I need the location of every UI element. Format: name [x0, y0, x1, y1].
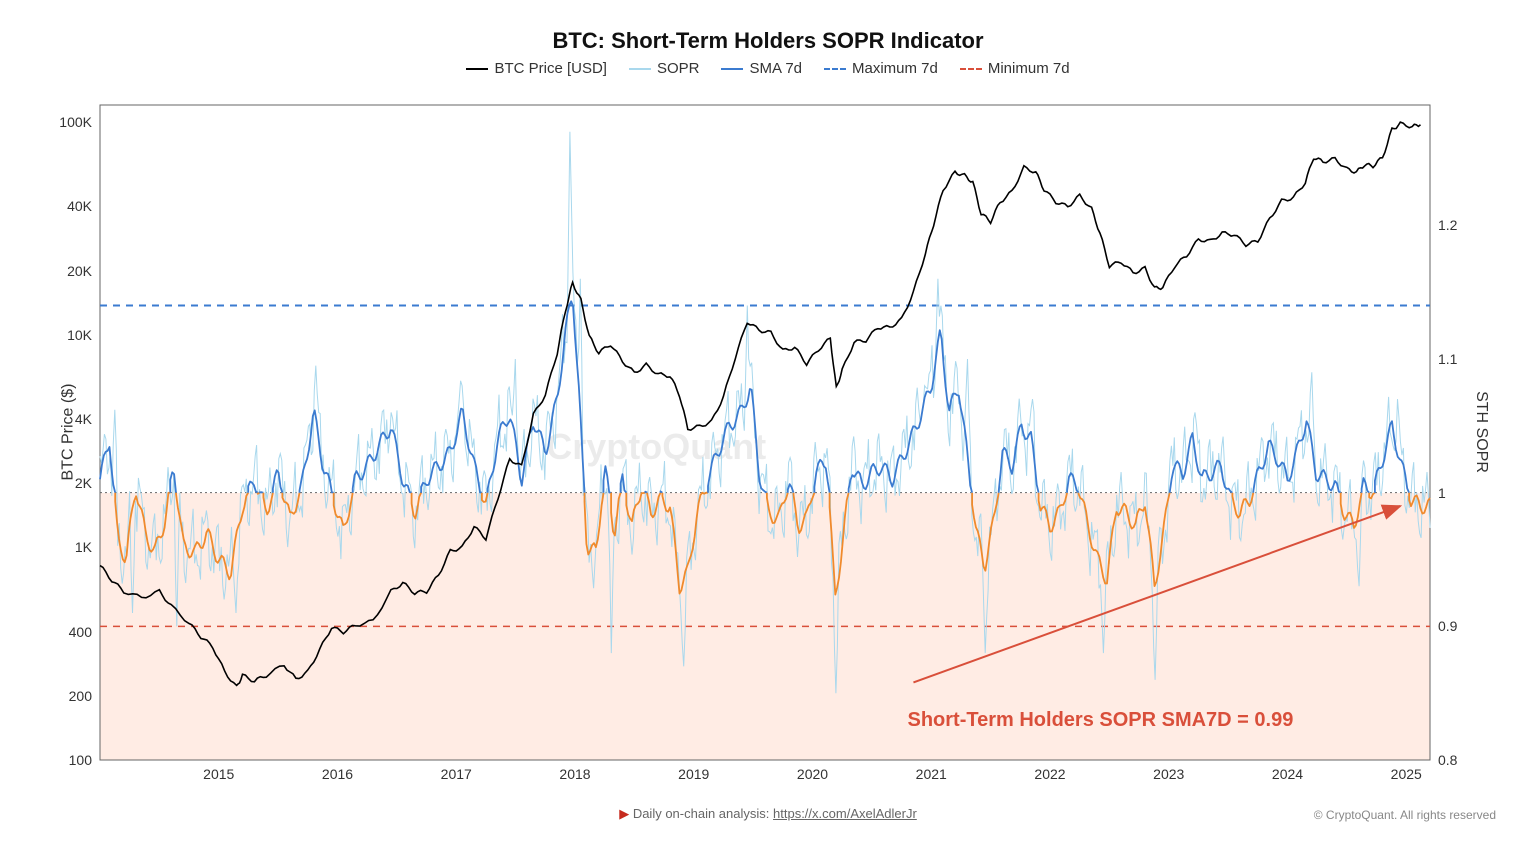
ytick-right: 0.9: [1438, 618, 1478, 634]
xtick: 2018: [559, 766, 590, 782]
ytick-right: 1: [1438, 485, 1478, 501]
ytick-right: 1.1: [1438, 351, 1478, 367]
xtick: 2019: [678, 766, 709, 782]
xtick: 2015: [203, 766, 234, 782]
chart-container: BTC: Short-Term Holders SOPR Indicator B…: [0, 0, 1536, 864]
legend: BTC Price [USD] SOPR SMA 7d Maximum 7d M…: [0, 60, 1536, 77]
legend-item-price: BTC Price [USD]: [466, 60, 607, 77]
ytick-left: 20K: [42, 263, 92, 279]
legend-swatch: [824, 68, 846, 70]
ytick-left: 100K: [42, 114, 92, 130]
ytick-left: 100: [42, 752, 92, 768]
ytick-left: 1K: [42, 539, 92, 555]
xtick: 2024: [1272, 766, 1303, 782]
xtick: 2021: [916, 766, 947, 782]
footer-text: Daily on-chain analysis:: [633, 806, 770, 821]
xtick: 2020: [797, 766, 828, 782]
legend-item-sma: SMA 7d: [721, 60, 802, 77]
footer-attribution: ▶ Daily on-chain analysis: https://x.com…: [0, 806, 1536, 822]
ytick-left: 2K: [42, 475, 92, 491]
xtick: 2025: [1391, 766, 1422, 782]
legend-label: SOPR: [657, 60, 700, 77]
xtick: 2022: [1034, 766, 1065, 782]
legend-item-sopr: SOPR: [629, 60, 700, 77]
ytick-left: 4K: [42, 411, 92, 427]
xtick: 2017: [441, 766, 472, 782]
y-axis-right-label: STH SOPR: [1472, 391, 1490, 473]
legend-label: BTC Price [USD]: [494, 60, 607, 77]
annotation-text: Short-Term Holders SOPR SMA7D = 0.99: [908, 709, 1294, 732]
legend-item-min: Minimum 7d: [960, 60, 1070, 77]
copyright-text: © CryptoQuant. All rights reserved: [1314, 808, 1496, 822]
ytick-left: 400: [42, 624, 92, 640]
ytick-right: 1.2: [1438, 217, 1478, 233]
ytick-right: 0.8: [1438, 752, 1478, 768]
legend-swatch: [629, 68, 651, 70]
legend-swatch: [466, 68, 488, 70]
flag-icon: ▶: [619, 806, 629, 821]
y-axis-left-label: BTC Price ($): [59, 384, 77, 481]
xtick: 2023: [1153, 766, 1184, 782]
footer-link[interactable]: https://x.com/AxelAdlerJr: [773, 806, 917, 821]
ytick-left: 200: [42, 688, 92, 704]
ytick-left: 40K: [42, 198, 92, 214]
chart-svg: [100, 105, 1430, 760]
legend-label: Maximum 7d: [852, 60, 938, 77]
plot-area: CryptoQuant Short-Term Holders SOPR SMA7…: [100, 105, 1430, 760]
legend-swatch: [721, 68, 743, 70]
legend-swatch: [960, 68, 982, 70]
ytick-left: 10K: [42, 327, 92, 343]
xtick: 2016: [322, 766, 353, 782]
chart-title: BTC: Short-Term Holders SOPR Indicator: [0, 28, 1536, 54]
legend-label: Minimum 7d: [988, 60, 1070, 77]
legend-item-max: Maximum 7d: [824, 60, 938, 77]
legend-label: SMA 7d: [749, 60, 802, 77]
